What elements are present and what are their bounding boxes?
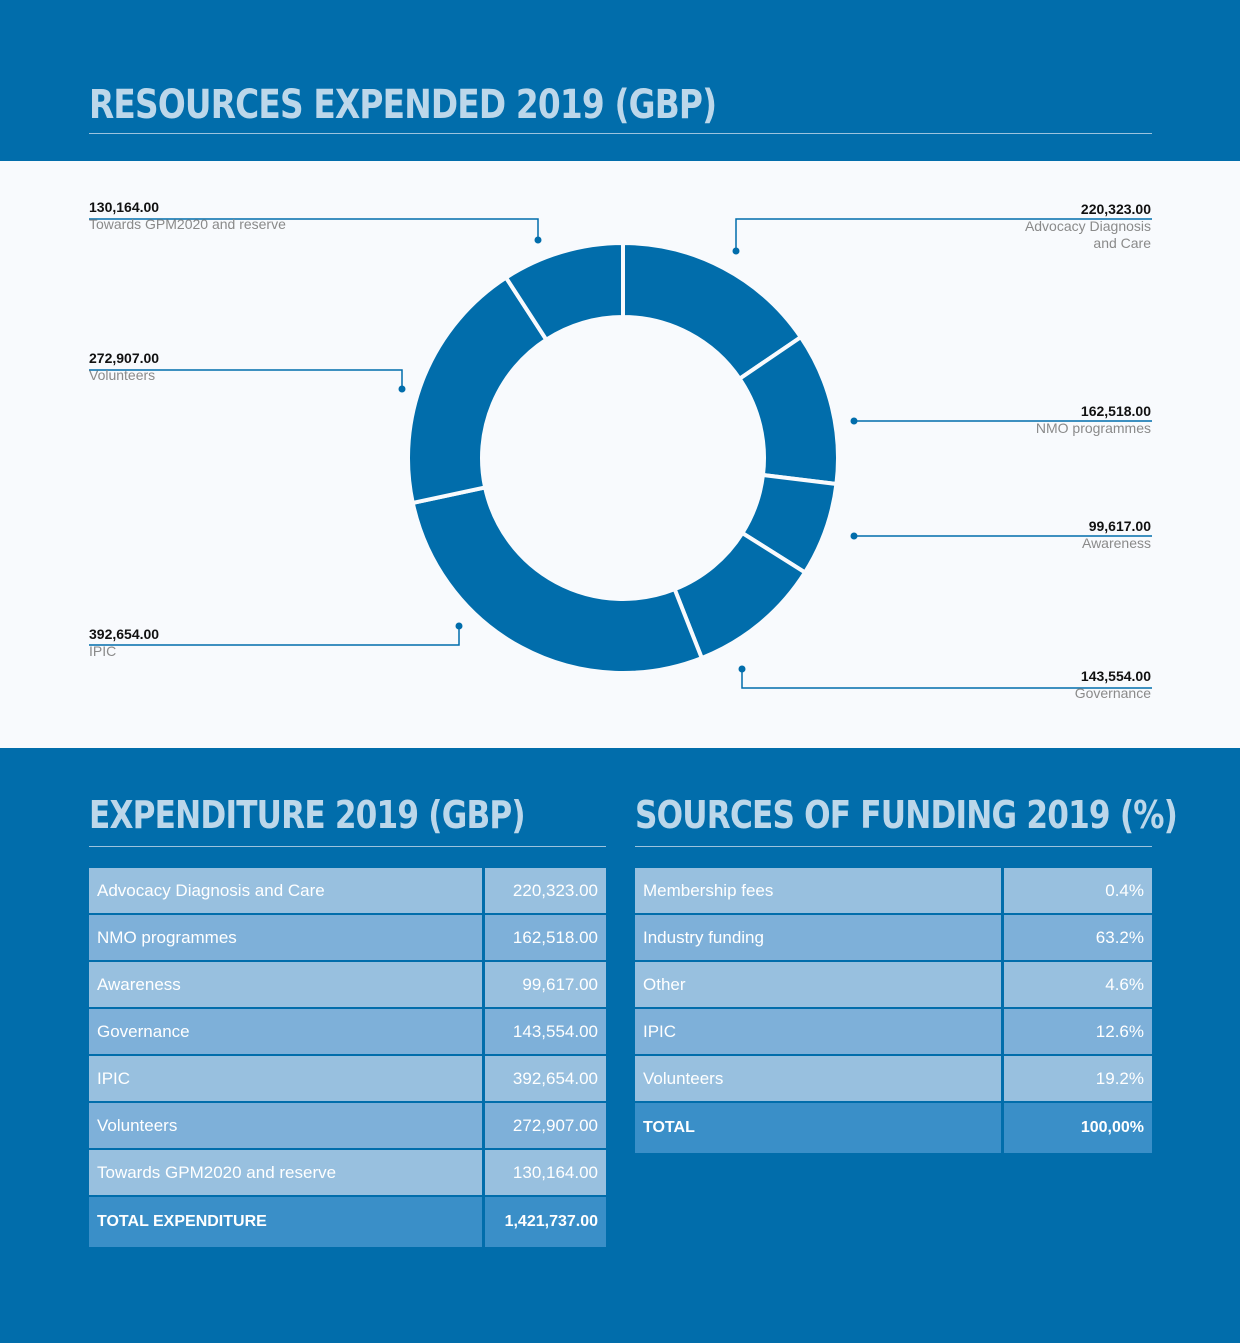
expenditure-row-label: Volunteers [89,1103,482,1150]
expenditure-row-label: Advocacy Diagnosis and Care [89,868,482,915]
label-reserve: 130,164.00 Towards GPM2020 and reserve [89,199,389,233]
funding-title: SOURCES OF FUNDING 2019 (%) [635,793,1178,837]
label-category: Volunteers [89,367,156,383]
label-advocacy: 220,323.00 Advocacy Diagnosis and Care [931,201,1151,252]
expenditure-rule [89,846,606,847]
label-category: IPIC [89,643,117,659]
funding-table: Membership fees 0.4% Industry funding 63.2%… [635,868,1152,1153]
label-value: 99,617.00 [1088,518,1151,534]
leader-dot-3 [738,665,746,673]
funding-row-value: 63.2% [1001,915,1152,962]
leader-line-3 [741,669,1152,689]
expenditure-row-value: 99,617.00 [482,962,606,1009]
expenditure-total-value: 1,421,737.00 [482,1197,606,1247]
expenditure-row-value: 143,554.00 [482,1009,606,1056]
expenditure-row-value: 162,518.00 [482,915,606,962]
expenditure-row-label: IPIC [89,1056,482,1103]
donut-slice-6 [503,240,625,343]
expenditure-total-label: TOTAL EXPENDITURE [89,1197,482,1247]
expenditure-row-label: Governance [89,1009,482,1056]
funding-row-value: 4.6% [1001,962,1152,1009]
label-category: Advocacy Diagnosis and Care [1024,218,1151,251]
label-nmo: 162,518.00 NMO programmes [931,403,1151,437]
label-category: Awareness [1081,535,1151,551]
label-ipic: 392,654.00 IPIC [89,626,389,660]
leader-dot-5 [398,385,406,393]
expenditure-row: Awareness 99,617.00 [89,962,606,1009]
funding-total-label: TOTAL [635,1103,1001,1153]
label-value: 272,907.00 [89,350,160,366]
expenditure-row: Advocacy Diagnosis and Care 220,323.00 [89,868,606,915]
funding-total-row: TOTAL 100,00% [635,1103,1152,1153]
title-rule [89,133,1152,134]
expenditure-row-value: 272,907.00 [482,1103,606,1150]
leader-line-4 [89,626,460,646]
funding-row-label: IPIC [635,1009,1001,1056]
chart-area: 220,323.00 Advocacy Diagnosis and Care 1… [0,161,1240,748]
label-governance: 143,554.00 Governance [931,668,1151,702]
expenditure-row-value: 130,164.00 [482,1150,606,1197]
expenditure-row: Towards GPM2020 and reserve 130,164.00 [89,1150,606,1197]
leader-line-6 [89,218,539,240]
expenditure-row-label: Towards GPM2020 and reserve [89,1150,482,1197]
label-category: Towards GPM2020 and reserve [89,216,286,232]
funding-row: Volunteers 19.2% [635,1056,1152,1103]
funding-row-label: Other [635,962,1001,1009]
label-category: NMO programmes [1035,420,1151,436]
label-value: 162,518.00 [1080,403,1151,419]
header-band [0,0,1240,161]
donut-slice-4 [410,485,705,675]
leader-dot-0 [732,247,740,255]
label-category: Governance [1074,685,1151,701]
donut-chart [89,218,1152,689]
expenditure-row: Governance 143,554.00 [89,1009,606,1056]
funding-rule [635,846,1152,847]
funding-row-value: 19.2% [1001,1056,1152,1103]
expenditure-row-value: 392,654.00 [482,1056,606,1103]
leader-line-0 [735,218,1152,251]
expenditure-row: IPIC 392,654.00 [89,1056,606,1103]
label-value: 130,164.00 [89,199,160,215]
funding-row: IPIC 12.6% [635,1009,1152,1056]
leader-dot-4 [455,622,463,630]
page-title: RESOURCES EXPENDED 2019 (GBP) [89,82,717,128]
label-awareness: 99,617.00 Awareness [931,518,1151,552]
funding-row-value: 12.6% [1001,1009,1152,1056]
expenditure-row-value: 220,323.00 [482,868,606,915]
expenditure-row: NMO programmes 162,518.00 [89,915,606,962]
expenditure-row-label: NMO programmes [89,915,482,962]
leader-dot-6 [534,236,542,244]
funding-total-value: 100,00% [1001,1103,1152,1153]
funding-row: Industry funding 63.2% [635,915,1152,962]
funding-row-label: Membership fees [635,868,1001,915]
funding-row-label: Volunteers [635,1056,1001,1103]
funding-row: Membership fees 0.4% [635,868,1152,915]
label-value: 392,654.00 [89,626,160,642]
label-value: 220,323.00 [1080,201,1151,217]
expenditure-row-label: Awareness [89,962,482,1009]
donut-slice-5 [406,274,550,506]
leader-dot-2 [850,532,858,540]
expenditure-row: Volunteers 272,907.00 [89,1103,606,1150]
expenditure-total-row: TOTAL EXPENDITURE 1,421,737.00 [89,1197,606,1247]
label-value: 143,554.00 [1080,668,1151,684]
expenditure-title: EXPENDITURE 2019 (GBP) [89,793,526,837]
funding-row-label: Industry funding [635,915,1001,962]
funding-row-value: 0.4% [1001,868,1152,915]
label-volunteers: 272,907.00 Volunteers [89,350,389,384]
funding-row: Other 4.6% [635,962,1152,1009]
leader-line-5 [89,369,403,389]
leader-dot-1 [850,417,858,425]
expenditure-table: Advocacy Diagnosis and Care 220,323.00 NMO… [89,868,606,1247]
